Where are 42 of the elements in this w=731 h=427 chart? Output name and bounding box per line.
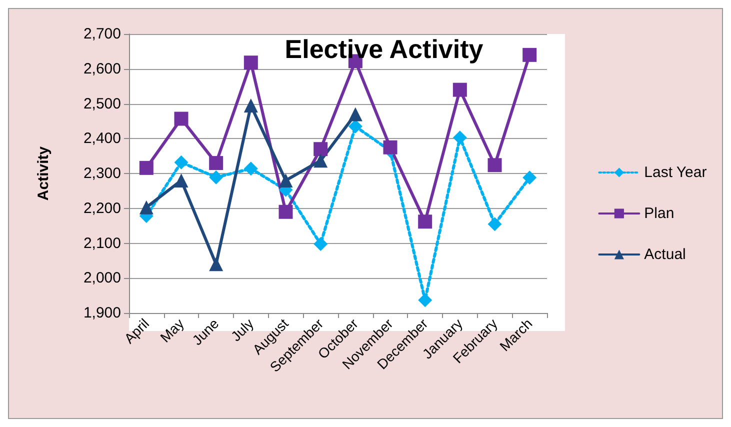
y-tick-label: 2,700 <box>83 26 121 42</box>
y-tick-label: 2,200 <box>83 200 121 217</box>
point <box>174 173 188 188</box>
point <box>244 56 258 70</box>
point <box>488 158 502 172</box>
point <box>314 236 328 251</box>
point <box>278 173 293 188</box>
point <box>139 200 154 214</box>
point <box>174 155 188 170</box>
point <box>209 170 224 184</box>
point <box>139 160 154 175</box>
point <box>244 162 258 176</box>
point <box>314 154 328 168</box>
point <box>522 170 537 185</box>
point <box>174 112 188 126</box>
legend-label: Actual <box>644 246 686 263</box>
point <box>488 217 502 232</box>
point <box>209 257 224 272</box>
y-tick-label: 2,400 <box>83 130 121 148</box>
y-tick-label: 2,500 <box>83 95 121 112</box>
point <box>452 82 467 97</box>
chart-title: Elective Activity <box>284 34 484 64</box>
y-tick-label: 2,000 <box>83 270 121 287</box>
point <box>244 98 258 112</box>
point <box>452 130 467 145</box>
point <box>209 156 224 170</box>
y-tick-label: 2,300 <box>83 165 121 182</box>
point <box>418 293 432 308</box>
y-tick-label: 2,600 <box>83 60 121 78</box>
y-tick-label: 1,900 <box>83 304 121 322</box>
legend-label: Plan <box>644 205 674 222</box>
y-tick-label: 2,100 <box>83 234 121 252</box>
point <box>522 48 537 62</box>
x-tick-label: July <box>228 315 257 344</box>
point <box>314 142 328 156</box>
legend-label: Last Year <box>644 164 707 181</box>
x-tick-label: May <box>156 315 187 346</box>
y-axis-title: Activity <box>35 146 52 201</box>
point <box>278 204 293 219</box>
point <box>348 119 362 134</box>
point <box>348 107 362 122</box>
point <box>418 214 432 229</box>
